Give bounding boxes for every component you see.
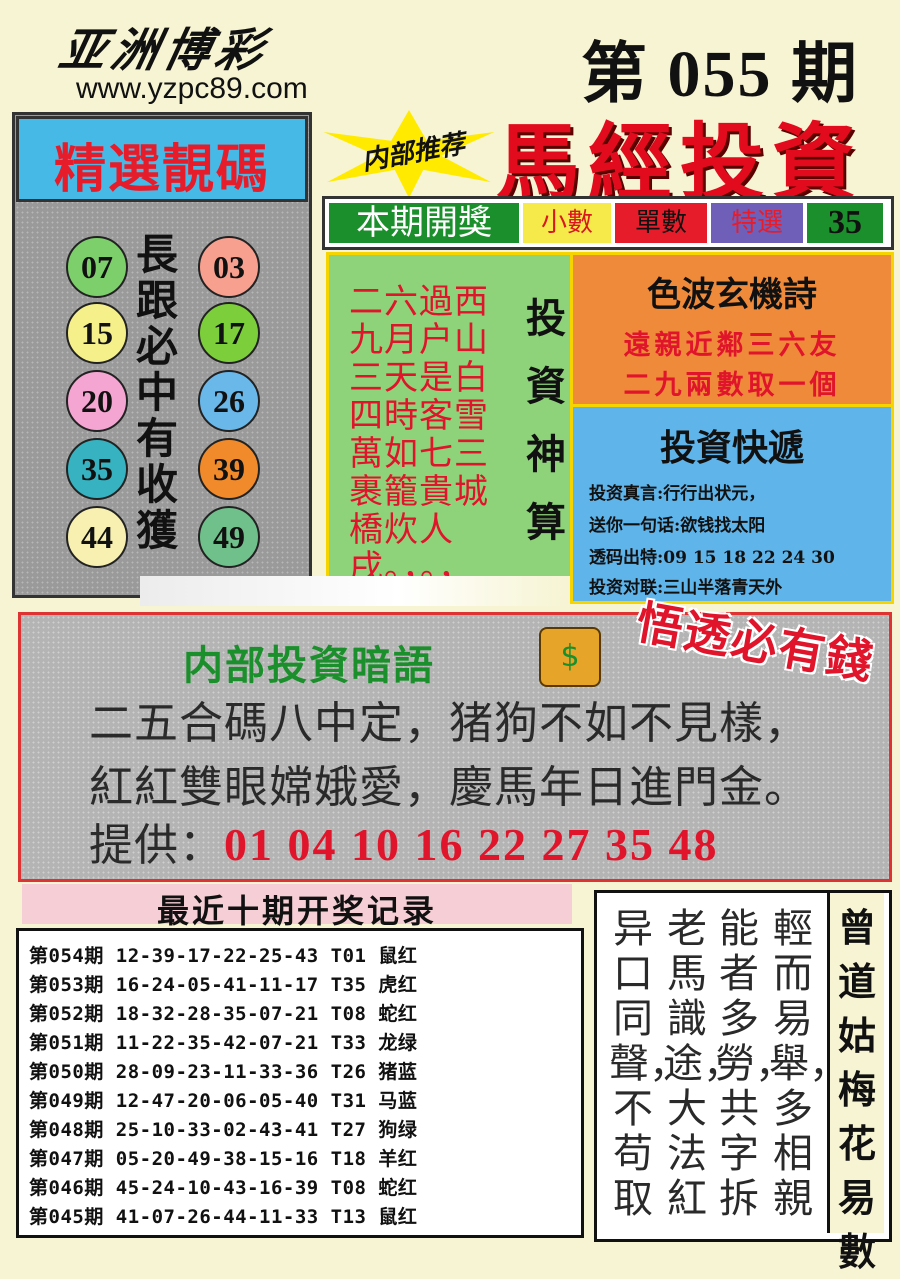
verse-column: 老馬識途，大法紅 [663, 906, 743, 1222]
quick-news-line: 透码出特:09 15 18 22 24 30 [589, 548, 835, 568]
record-row: 第051期 11-22-35-42-07-21 T33 龙绿 [29, 1032, 418, 1054]
record-row: 第053期 16-24-05-41-11-17 T35 虎红 [29, 974, 418, 996]
record-row: 第049期 12-47-20-06-05-40 T31 马蓝 [29, 1090, 418, 1112]
poem-side-label: 投資神算 [526, 295, 566, 546]
draw-label: 本期開獎 [329, 203, 519, 243]
tips-provide-row: 提供：01 04 10 16 22 27 35 48 [89, 809, 719, 873]
quick-news-line: 送你一句话:欲钱找太阳 [589, 516, 766, 536]
featured-numbers-header: 精選靚碼 [16, 116, 308, 202]
brand-logo: 亚洲博彩 [54, 23, 275, 77]
poem-text: 二六過西九月户山三天是白四時客雪萬如七三裹籠貴城橋炊人戌。，。， [349, 282, 489, 588]
draw-cell-number: 35 [807, 203, 883, 243]
number-ball: 17 [198, 302, 260, 364]
quick-news-title: 投資快遞 [659, 427, 804, 469]
money-bag-icon: $ [539, 627, 601, 687]
quick-news-line: 投资对联:三山半落青天外 [589, 578, 783, 598]
record-row: 第052期 18-32-28-35-07-21 T08 蛇红 [29, 1003, 418, 1025]
insider-tips-panel: 内部投資暗語 $ 二五合碼八中定，猪狗不如不見樣， 紅紅雙眼嫦娥愛，慶馬年日進門… [18, 612, 892, 882]
draw-bar: 本期開獎 小數 單數 特選 35 [322, 196, 894, 250]
headline: 馬經投資 [496, 113, 865, 212]
record-row: 第045期 41-07-26-44-11-33 T13 鼠红 [29, 1206, 418, 1228]
website-url[interactable]: www.yzpc89.com [76, 72, 308, 105]
verse-column: 异口同聲，不苟取 [609, 906, 689, 1222]
quick-news-line: 投资真言:行行出状元， [589, 484, 766, 504]
verse-box: 輕而易舉，多相親 能者多勞，共字拆 老馬識途，大法紅 异口同聲，不苟取 曾道姑梅… [594, 890, 892, 1274]
provide-numbers: 01 04 10 16 22 27 35 48 [224, 819, 719, 870]
record-row: 第048期 25-10-33-02-43-41 T27 狗绿 [29, 1119, 418, 1141]
issue-number: 第 055 期 [581, 38, 859, 111]
number-ball: 49 [198, 506, 260, 568]
number-ball: 39 [198, 438, 260, 500]
featured-numbers-title: 精選靚碼 [53, 139, 270, 200]
quick-news-box: 投資快遞 投资真言:行行出状元， 送你一句话:欲钱找太阳 透码出特:09 15 … [570, 404, 894, 604]
verse-column: 能者多勞，共字拆 [715, 906, 795, 1222]
number-ball: 26 [198, 370, 260, 432]
records-header: 最近十期开奖记录 [22, 884, 572, 930]
record-row: 第046期 45-24-10-43-16-39 T08 蛇红 [29, 1177, 418, 1199]
tips-line-1: 二五合碼八中定，猪狗不如不見樣， [89, 698, 809, 749]
records-table: 第054期 12-39-17-22-25-43 T01 鼠红 第053期 16-… [16, 928, 584, 1238]
records-title: 最近十期开奖记录 [156, 892, 437, 930]
insider-tips-title: 内部投資暗語 [183, 642, 435, 689]
number-ball: 35 [66, 438, 128, 500]
number-ball: 20 [66, 370, 128, 432]
number-ball: 15 [66, 302, 128, 364]
draw-cell-odd: 單數 [615, 203, 707, 243]
draw-cell-small: 小數 [523, 203, 611, 243]
color-poem-box: 色波玄機詩 遠親近鄰三六友 二九兩數取一個 [570, 252, 894, 410]
record-row: 第054期 12-39-17-22-25-43 T01 鼠红 [29, 945, 418, 967]
number-ball: 07 [66, 236, 128, 298]
blur-strip [140, 576, 570, 606]
color-poem-title: 色波玄機詩 [647, 275, 817, 315]
vertical-slogan: 長跟必中有收獲 [135, 230, 178, 555]
record-row: 第047期 05-20-49-38-15-16 T18 羊红 [29, 1148, 418, 1170]
verse-side-title: 曾道姑梅花易數 [837, 905, 876, 1274]
provide-label: 提供： [89, 820, 224, 871]
number-ball: 03 [198, 236, 260, 298]
poem-box: 二六過西九月户山三天是白四時客雪萬如七三裹籠貴城橋炊人戌。，。， 投資神算 [326, 252, 574, 587]
color-poem-line-2: 二九兩數取一個 [623, 370, 841, 401]
verse-side-panel: 曾道姑梅花易數 [827, 893, 884, 1274]
color-poem-line-1: 遠親近鄰三六友 [623, 330, 841, 361]
tips-line-2: 紅紅雙眼嫦娥愛，慶馬年日進門金。 [89, 762, 809, 813]
number-ball: 44 [66, 506, 128, 568]
draw-cell-special: 特選 [711, 203, 803, 243]
record-row: 第050期 28-09-23-11-33-36 T26 猪蓝 [29, 1061, 418, 1083]
verse-column: 輕而易舉，多相親 [769, 906, 849, 1222]
